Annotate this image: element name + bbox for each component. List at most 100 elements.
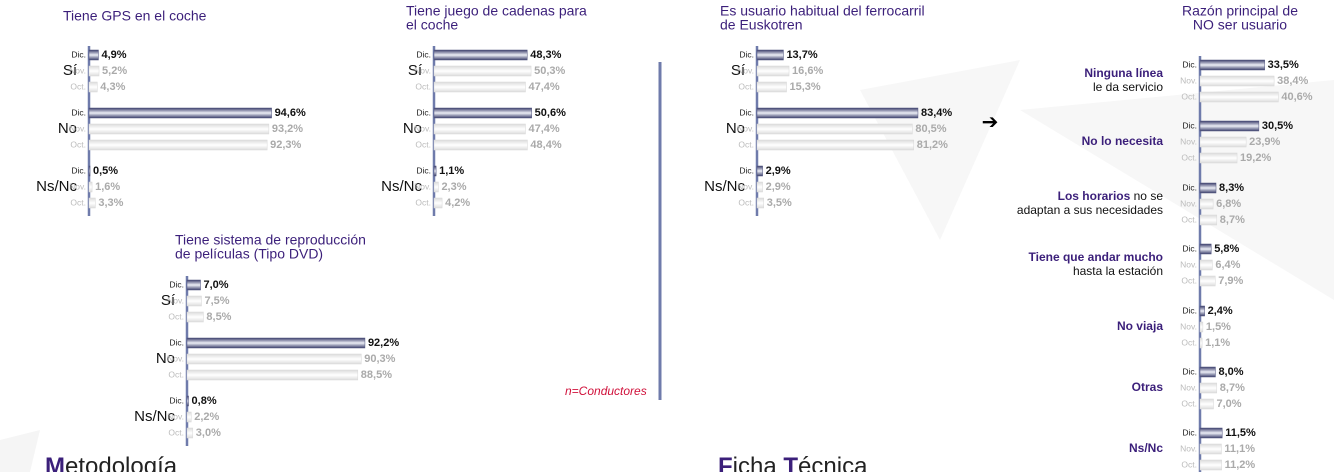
bar [1199,259,1213,271]
bar [1199,120,1260,132]
bar [1199,275,1216,287]
series-label: Nov. [1180,136,1197,146]
bar [88,165,91,177]
bar [1199,59,1265,71]
series-label: Nov. [167,353,184,363]
series-label: Oct. [415,81,431,91]
category-label: Ninguna línea [1084,66,1163,80]
category-label: Ns/Nc [381,178,422,195]
bar [88,181,93,193]
series-label: Nov. [1180,259,1197,269]
value-label: 11,2% [1225,459,1256,471]
chart-title: el coche [406,17,458,33]
value-label: 2,4% [1208,305,1233,317]
series-label: Oct. [738,197,754,207]
value-label: 92,3% [270,139,301,151]
series-label: Oct. [1181,152,1197,162]
bar [88,139,268,151]
series-label: Dic. [169,395,184,405]
series-label: Dic. [1182,182,1197,192]
section-part: icha [733,453,784,472]
series-label: Dic. [416,49,431,59]
bar [1199,182,1217,194]
series-label: Dic. [739,49,754,59]
value-label: 2,3% [441,181,466,193]
series-label: Nov. [737,123,754,133]
value-label: 50,3% [534,65,565,77]
value-label: 40,6% [1281,91,1312,103]
value-label: 81,2% [917,139,948,151]
series-label: Dic. [71,165,86,175]
series-label: Dic. [169,279,184,289]
category-label: Los horarios no se [1058,189,1164,203]
value-label: 8,0% [1218,366,1243,378]
chart-title: NO ser usuario [1193,17,1287,33]
category-label: No lo necesita [1082,134,1164,148]
value-label: 4,9% [101,49,126,61]
value-label: 3,3% [98,197,123,209]
category-part: no se [1130,189,1163,203]
series-label: Nov. [414,123,431,133]
bar [433,197,443,209]
bar [1199,198,1214,210]
bar [186,337,366,349]
series-label: Oct. [1181,398,1197,408]
value-label: 80,5% [915,123,946,135]
value-label: 7,9% [1218,275,1243,287]
series-label: Dic. [1182,427,1197,437]
bar [186,311,204,323]
series-label: Oct. [1181,91,1197,101]
series-label: Oct. [1181,459,1197,469]
section-part: écnica [798,453,868,472]
category-label: No viaja [1117,319,1163,333]
series-label: Dic. [169,337,184,347]
bar [1199,398,1214,410]
category-part: No viaja [1117,319,1163,333]
series-label: Dic. [1182,243,1197,253]
series-label: Nov. [69,123,86,133]
bar [1199,443,1222,455]
series-label: Dic. [739,107,754,117]
bar [756,139,914,151]
category-label: Sí [408,62,423,79]
value-label: 47,4% [528,81,559,93]
value-label: 0,8% [192,395,217,407]
value-label: 5,8% [1214,243,1239,255]
bar [88,123,270,135]
category-part: adaptan a sus necesidades [1017,203,1163,217]
value-label: 1,5% [1206,321,1231,333]
category-label: hasta la estación [1073,264,1163,278]
value-label: 8,7% [1220,214,1245,226]
value-label: 6,4% [1215,259,1240,271]
bar [756,165,763,177]
bar [186,411,192,423]
value-label: 11,1% [1224,443,1255,455]
category-label: Sí [63,62,78,79]
bar [1199,366,1216,378]
value-label: 88,5% [361,369,392,381]
value-label: 0,5% [93,165,118,177]
chart-title: Es usuario habitual del ferrocarril [720,3,925,19]
series-label: Nov. [1180,198,1197,208]
bar [1199,321,1204,333]
category-label: Tiene que andar mucho [1029,250,1163,264]
series-label: Dic. [416,107,431,117]
series-label: Nov. [1180,382,1197,392]
series-label: Oct. [738,139,754,149]
bar [433,65,532,77]
bar [1199,91,1279,103]
category-label: No [156,350,175,367]
section-heading: Ficha Técnica [718,453,868,472]
series-label: Dic. [1182,59,1197,69]
bar [1199,75,1275,87]
bar [186,427,194,439]
value-label: 19,2% [1240,152,1271,164]
series-label: Dic. [416,165,431,175]
category-label: Ns/Nc [36,178,77,195]
bar [1199,243,1212,255]
value-label: 16,6% [792,65,823,77]
value-label: 7,0% [1217,398,1242,410]
bg-shape [0,430,40,472]
bar [186,395,189,407]
